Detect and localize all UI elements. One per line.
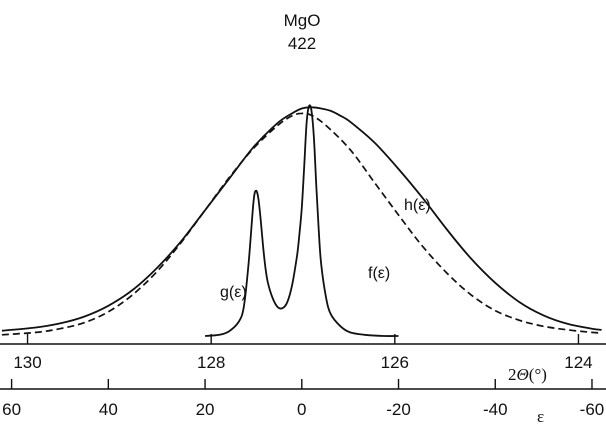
axis-epsilon-tick-label: 40 bbox=[99, 400, 118, 419]
axis-epsilon-tick-label: -60 bbox=[580, 400, 605, 419]
axis-2theta-label: 2Θ(°) bbox=[508, 365, 547, 384]
series-label-f: f(ε) bbox=[368, 265, 390, 282]
axis-2theta-label-symbol: Θ bbox=[517, 365, 529, 384]
axis-epsilon-tick-label: 60 bbox=[2, 400, 21, 419]
axis-epsilon-tick-label: -20 bbox=[386, 400, 411, 419]
series-labels: h(ε) f(ε) g(ε) bbox=[220, 197, 431, 301]
axis-epsilon-tick-label: 20 bbox=[196, 400, 215, 419]
series-label-h: h(ε) bbox=[404, 197, 431, 214]
axis-epsilon: 60 40 20 0 -20 -40 -60 ε bbox=[0, 379, 606, 426]
ticks-epsilon: 60 40 20 0 -20 -40 -60 bbox=[2, 379, 604, 419]
axis-2theta: 130 128 126 124 2Θ(°) bbox=[0, 334, 606, 384]
axis-2theta-tick-label: 126 bbox=[381, 353, 409, 372]
chart-subtitle: 422 bbox=[288, 34, 316, 53]
series-label-g: g(ε) bbox=[220, 284, 247, 301]
series-g-line bbox=[205, 104, 399, 337]
axis-epsilon-tick-label: -40 bbox=[483, 400, 508, 419]
axis-2theta-label-unit: (°) bbox=[529, 365, 547, 384]
series-h-line bbox=[1, 106, 602, 332]
axis-2theta-label-prefix: 2 bbox=[508, 365, 517, 384]
axis-epsilon-label: ε bbox=[537, 407, 544, 426]
axis-2theta-tick-label: 124 bbox=[564, 353, 592, 372]
series-group bbox=[1, 104, 602, 337]
series-f-line bbox=[1, 112, 602, 336]
ticks-2theta: 130 128 126 124 bbox=[13, 334, 593, 372]
axis-epsilon-tick-label: 0 bbox=[297, 400, 306, 419]
chart-title: MgO bbox=[284, 11, 321, 30]
axis-2theta-tick-label: 130 bbox=[13, 353, 41, 372]
axis-2theta-tick-label: 128 bbox=[197, 353, 225, 372]
plot-area: h(ε) f(ε) g(ε) bbox=[1, 104, 602, 337]
